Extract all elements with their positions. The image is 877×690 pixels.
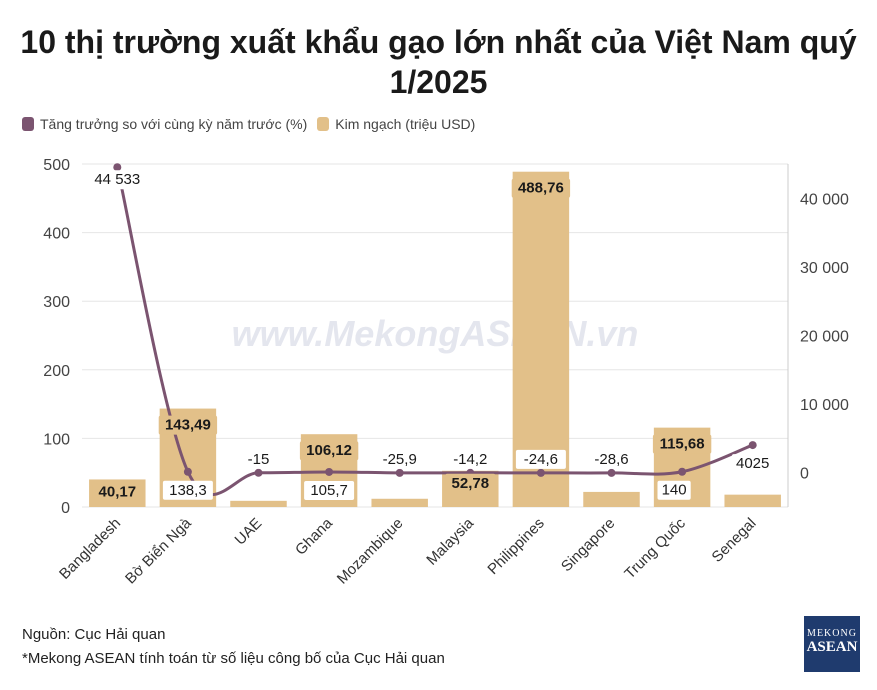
line-point [395, 468, 404, 477]
x-tick-label: Malaysia [423, 514, 477, 568]
note-text: *Mekong ASEAN tính toán từ số liệu công … [22, 650, 445, 667]
x-tick-label: Trung Quốc [621, 514, 689, 582]
bar-data-label-bg [445, 473, 496, 493]
line-data-label: -25,9 [383, 451, 417, 468]
bar-data-label: 488,76 [518, 180, 564, 197]
x-tick-label: Senegal [709, 515, 760, 566]
x-tick-label: UAE [231, 515, 265, 549]
line-data-label: -28,6 [594, 451, 628, 468]
line-data-label-bg [304, 480, 355, 500]
bar-data-label: 106,12 [306, 442, 352, 459]
line-data-label: 138,3 [169, 482, 207, 499]
line-point [678, 467, 687, 476]
line-point [183, 467, 192, 476]
mekong-asean-logo: MEKONG ASEAN [804, 616, 860, 672]
bar [230, 500, 287, 507]
line-data-label: -15 [248, 451, 270, 468]
line-data-label: 44 533 [94, 171, 140, 188]
line-data-label-bg [586, 449, 637, 469]
bar-data-label: 115,68 [660, 436, 705, 453]
line-point [113, 163, 122, 172]
y-right-tick-label: 30 000 [800, 260, 849, 277]
line-point [748, 441, 757, 450]
x-tick-label: Mozambique [334, 515, 407, 588]
line-data-label-bg [374, 449, 425, 469]
bar-data-label-bg [511, 178, 571, 198]
y-left-tick-label: 100 [43, 431, 70, 448]
y-left-tick-label: 500 [43, 157, 70, 174]
watermark: www.MekongASEAN.vn [232, 313, 639, 354]
x-tick-label: Singapore [558, 515, 618, 575]
logo-line2: ASEAN [806, 639, 858, 655]
chart-title: 10 thị trường xuất khẩu gạo lớn nhất của… [0, 22, 877, 102]
bar-data-label: 143,49 [165, 417, 211, 434]
y-right-tick-label: 20 000 [800, 329, 849, 346]
line-data-label-bg [241, 449, 276, 469]
source-text: Nguồn: Cục Hải quan [22, 626, 166, 643]
bar-data-label-bg [652, 434, 712, 454]
y-left-tick-label: 300 [43, 294, 70, 311]
legend-item-value[interactable]: Kim ngạch (triệu USD) [317, 116, 475, 132]
line-data-label: 140 [662, 482, 687, 499]
legend-swatch-value [317, 117, 330, 131]
bar [371, 498, 428, 507]
legend-swatch-growth [22, 117, 34, 131]
line-data-label: -14,2 [453, 451, 487, 468]
line-data-label: -24,6 [524, 451, 558, 468]
bar [724, 494, 781, 507]
logo-line1: MEKONG [807, 628, 857, 639]
legend-item-growth[interactable]: Tăng trưởng so với cùng kỳ năm trước (%) [22, 116, 307, 132]
y-left-tick-label: 200 [43, 363, 70, 380]
bar-data-label-bg [158, 415, 218, 435]
x-tick-label: Philippines [484, 515, 547, 578]
chart-title-line1: 10 thị trường xuất khẩu gạo lớn nhất của… [20, 24, 857, 60]
x-tick-label: Bangladesh [56, 515, 124, 583]
line-data-label-bg [162, 480, 213, 500]
line-data-label-bg [731, 454, 774, 474]
line-data-label-bg [657, 480, 691, 500]
x-tick-label: Ghana [292, 514, 336, 558]
line-data-label-bg [445, 449, 496, 469]
line-data-label-bg [88, 170, 147, 190]
chart-title-line2: 1/2025 [389, 64, 488, 100]
y-left-tick-label: 0 [61, 500, 70, 517]
line-data-label: 4025 [736, 455, 769, 472]
y-right-tick-label: 10 000 [800, 397, 849, 414]
bar-data-label-bg [92, 482, 143, 502]
bar-data-label-bg [299, 441, 359, 461]
legend-label-growth: Tăng trưởng so với cùng kỳ năm trước (%) [40, 116, 308, 132]
x-tick-label: Bờ Biển Ngà [122, 514, 195, 587]
y-right-tick-label: 40 000 [800, 191, 849, 208]
bar-data-label: 40,17 [99, 483, 137, 500]
y-right-tick-label: 0 [800, 466, 809, 483]
line-point [325, 467, 334, 476]
chart-legend: Tăng trưởng so với cùng kỳ năm trước (%)… [22, 116, 485, 132]
legend-label-value: Kim ngạch (triệu USD) [335, 116, 476, 132]
line-point [254, 468, 263, 477]
line-data-label: 105,7 [310, 482, 348, 499]
bar [583, 491, 640, 507]
bar-data-label: 52,78 [452, 475, 490, 492]
line-point [536, 468, 545, 477]
line-point [607, 468, 616, 477]
line-data-label-bg [515, 449, 566, 469]
y-left-tick-label: 400 [43, 226, 70, 243]
